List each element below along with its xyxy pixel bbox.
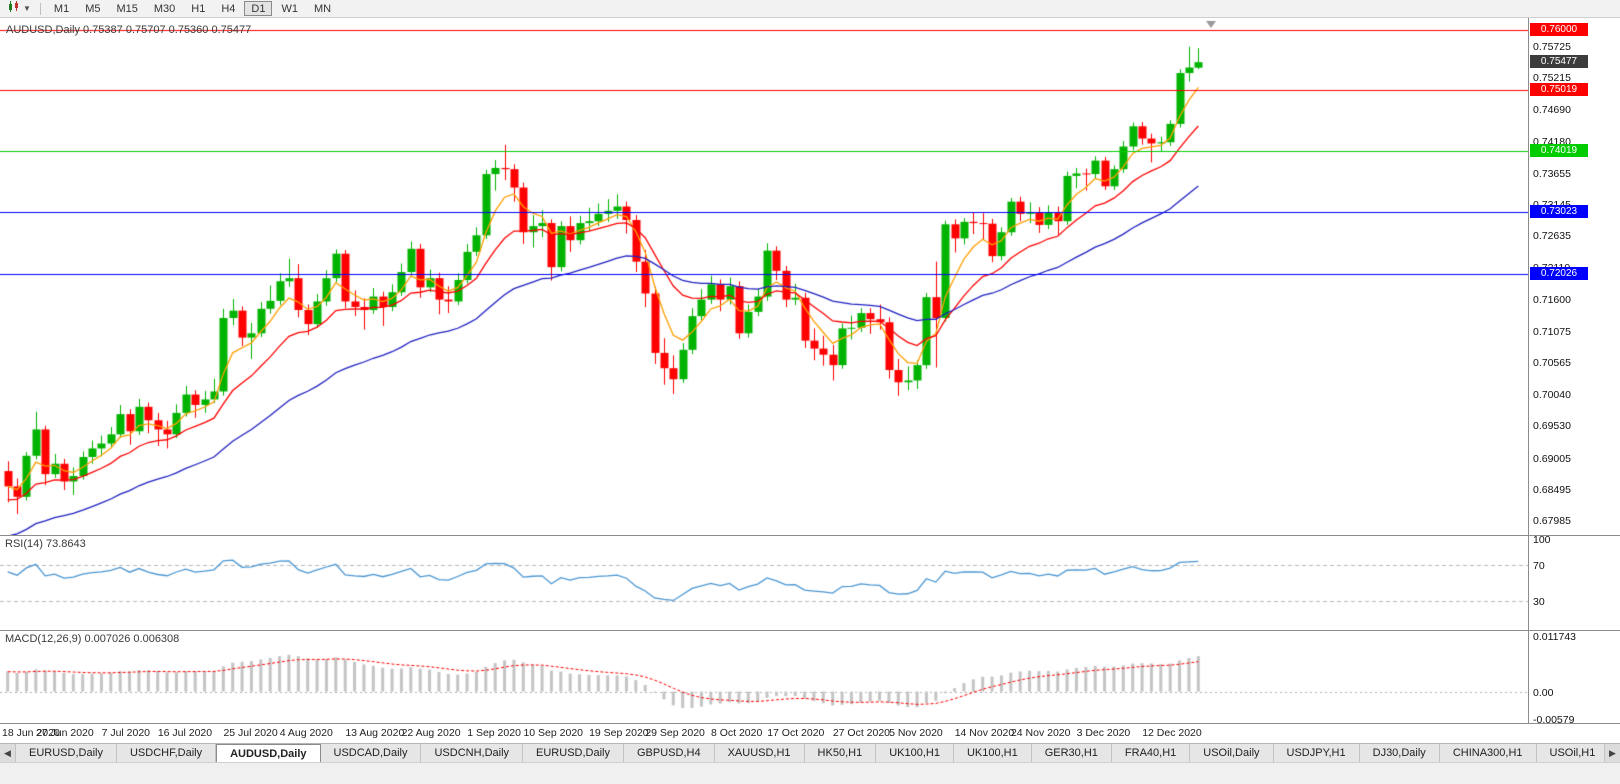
price-tick-label: 0.69530 bbox=[1533, 420, 1571, 433]
timeframe-button-d1[interactable]: D1 bbox=[244, 1, 273, 16]
chart-tab-gbpusd-h4[interactable]: GBPUSD,H4 bbox=[624, 744, 715, 762]
date-label: 27 Jun 2020 bbox=[35, 727, 94, 739]
price-tick-label: 0.73655 bbox=[1533, 167, 1571, 180]
date-label: 29 Sep 2020 bbox=[645, 727, 705, 739]
date-label: 24 Nov 2020 bbox=[1010, 727, 1071, 739]
chart-tab-usoil-h1[interactable]: USOil,H1 bbox=[1536, 744, 1604, 762]
date-label: 19 Sep 2020 bbox=[589, 727, 649, 739]
chart-tab-usoil-daily[interactable]: USOil,Daily bbox=[1190, 744, 1274, 762]
axis-separator bbox=[0, 723, 1620, 724]
hline-price-box: 0.73023 bbox=[1530, 205, 1588, 219]
chart-tab-usdcnh-daily[interactable]: USDCNH,Daily bbox=[421, 744, 524, 762]
hline-price-box: 0.76000 bbox=[1530, 23, 1588, 37]
main-chart-pane: AUDUSD,Daily 0.75387 0.75707 0.75360 0.7… bbox=[0, 18, 1528, 535]
rsi-level-label: 100 bbox=[1533, 534, 1551, 546]
chart-tab-hk50-h1[interactable]: HK50,H1 bbox=[804, 744, 877, 762]
toolbar: ▼ M1 M5 M15 M30 H1 H4 D1 W1 MN bbox=[0, 0, 1620, 18]
hline-price-box: 0.74019 bbox=[1530, 144, 1588, 158]
price-tick-label: 0.70565 bbox=[1533, 357, 1571, 369]
chart-tab-usdchf-daily[interactable]: USDCHF,Daily bbox=[116, 744, 217, 762]
chart-tab-eurusd-daily[interactable]: EURUSD,Daily bbox=[16, 744, 117, 762]
date-label: 12 Dec 2020 bbox=[1142, 727, 1202, 739]
macd-axis-label: 0.011743 bbox=[1533, 631, 1577, 643]
chart-tab-usdjpy-h1[interactable]: USDJPY,H1 bbox=[1273, 744, 1360, 762]
chart-tab-ger30-h1[interactable]: GER30,H1 bbox=[1031, 744, 1112, 762]
date-label: 22 Aug 2020 bbox=[401, 727, 461, 739]
chart-tab-xauusd-h1[interactable]: XAUUSD,H1 bbox=[714, 744, 805, 762]
time-axis: 18 Jun 2020 27 Jun 2020 7 Jul 2020 16 Jul 2… bbox=[0, 724, 1528, 743]
timeframe-button-h4[interactable]: H4 bbox=[221, 3, 236, 15]
date-label: 16 Jul 2020 bbox=[157, 727, 213, 739]
date-label: 4 Aug 2020 bbox=[279, 727, 333, 739]
date-label: 7 Jul 2020 bbox=[101, 727, 151, 739]
current-price-box: 0.75477 bbox=[1530, 55, 1588, 69]
timeframe-button-m5[interactable]: M5 bbox=[85, 3, 101, 15]
hline-price-box: 0.75019 bbox=[1530, 83, 1588, 97]
rsi-pane: RSI(14) 73.8643 bbox=[0, 536, 1528, 630]
chart-title: AUDUSD,Daily 0.75387 0.75707 0.75360 0.7… bbox=[6, 24, 252, 36]
price-tick-label: 0.71600 bbox=[1533, 293, 1571, 306]
rsi-level-label: 30 bbox=[1533, 595, 1545, 608]
price-tick-label: 0.75215 bbox=[1533, 72, 1571, 85]
chart-tab-audusd-daily[interactable]: AUDUSD,Daily bbox=[216, 744, 321, 762]
toolbar-separator bbox=[39, 2, 41, 15]
date-label: 1 Sep 2020 bbox=[467, 727, 521, 739]
tab-scroll-left-button[interactable]: ◀ bbox=[0, 744, 16, 762]
macd-label: MACD(12,26,9) 0.007026 0.006308 bbox=[5, 633, 180, 645]
candlestick-chart-icon[interactable] bbox=[7, 0, 21, 18]
chart-tab-usdcad-daily[interactable]: USDCAD,Daily bbox=[320, 744, 422, 762]
chart-tab-eurusd-daily[interactable]: EURUSD,Daily bbox=[523, 744, 624, 762]
rsi-level-label: 70 bbox=[1533, 560, 1545, 573]
date-label: 13 Aug 2020 bbox=[345, 727, 405, 739]
rsi-label: RSI(14) 73.8643 bbox=[5, 538, 86, 550]
chart-tab-uk100-h1[interactable]: UK100,H1 bbox=[876, 744, 954, 762]
date-label: 18 Jun 2020 bbox=[2, 727, 60, 739]
macd-axis-label: 0.00 bbox=[1533, 686, 1554, 699]
chart-type-dropdown-caret-icon[interactable]: ▼ bbox=[23, 3, 31, 13]
macd-pane: MACD(12,26,9) 0.007026 0.006308 bbox=[0, 631, 1528, 723]
date-label: 3 Dec 2020 bbox=[1076, 727, 1131, 739]
price-tick-label: 0.70040 bbox=[1533, 389, 1571, 402]
date-label: 5 Nov 2020 bbox=[889, 727, 943, 739]
price-tick-label: 0.69005 bbox=[1533, 452, 1571, 465]
price-tick-label: 0.75725 bbox=[1533, 41, 1571, 53]
price-tick-label: 0.67985 bbox=[1533, 515, 1571, 527]
rsi-canvas[interactable] bbox=[0, 536, 1528, 630]
date-label: 17 Oct 2020 bbox=[767, 727, 825, 739]
tab-scroll-right-button[interactable]: ▶ bbox=[1604, 744, 1620, 762]
chart-tab-china300-h1[interactable]: CHINA300,H1 bbox=[1439, 744, 1537, 762]
date-label: 14 Nov 2020 bbox=[954, 727, 1015, 739]
price-tick-label: 0.72635 bbox=[1533, 230, 1571, 243]
date-label: 10 Sep 2020 bbox=[523, 727, 583, 739]
price-tick-label: 0.68495 bbox=[1533, 483, 1571, 496]
price-tick-label: 0.71075 bbox=[1533, 325, 1571, 338]
date-label: 25 Jul 2020 bbox=[223, 727, 278, 739]
status-bar bbox=[0, 762, 1620, 784]
macd-axis-label: -0.00579 bbox=[1533, 714, 1575, 726]
pane-separator[interactable] bbox=[0, 630, 1620, 631]
timeframe-button-m30[interactable]: M30 bbox=[153, 3, 176, 15]
chart-tabs-bar: ◀ EURUSD,Daily USDCHF,Daily AUDUSD,Daily US… bbox=[0, 743, 1620, 762]
timeframe-button-mn[interactable]: MN bbox=[313, 3, 332, 15]
timeframe-button-h1[interactable]: H1 bbox=[191, 3, 206, 15]
main-chart-canvas[interactable] bbox=[0, 18, 1528, 535]
pane-separator[interactable] bbox=[0, 535, 1620, 536]
chart-tab-uk100-h1[interactable]: UK100,H1 bbox=[953, 744, 1032, 762]
chart-tabs: EURUSD,Daily USDCHF,Daily AUDUSD,Daily USDC… bbox=[16, 744, 1604, 762]
timeframe-button-m1[interactable]: M1 bbox=[53, 3, 70, 15]
date-label: 8 Oct 2020 bbox=[710, 727, 763, 739]
chart-tab-dj30-daily[interactable]: DJ30,Daily bbox=[1359, 744, 1440, 762]
price-axis: 0.757250.752150.746900.741800.736550.731… bbox=[1528, 18, 1620, 726]
date-label: 27 Oct 2020 bbox=[832, 727, 891, 739]
timeframe-button-w1[interactable]: W1 bbox=[281, 3, 298, 15]
hline-price-box: 0.72026 bbox=[1530, 266, 1588, 280]
price-tick-label: 0.74690 bbox=[1533, 104, 1571, 117]
timeframe-group: M1 M5 M15 M30 H1 H4 D1 W1 MN bbox=[47, 1, 338, 16]
macd-canvas[interactable] bbox=[0, 631, 1528, 723]
chart-tab-fra40-h1[interactable]: FRA40,H1 bbox=[1111, 744, 1191, 762]
timeframe-button-m15[interactable]: M15 bbox=[116, 3, 138, 15]
